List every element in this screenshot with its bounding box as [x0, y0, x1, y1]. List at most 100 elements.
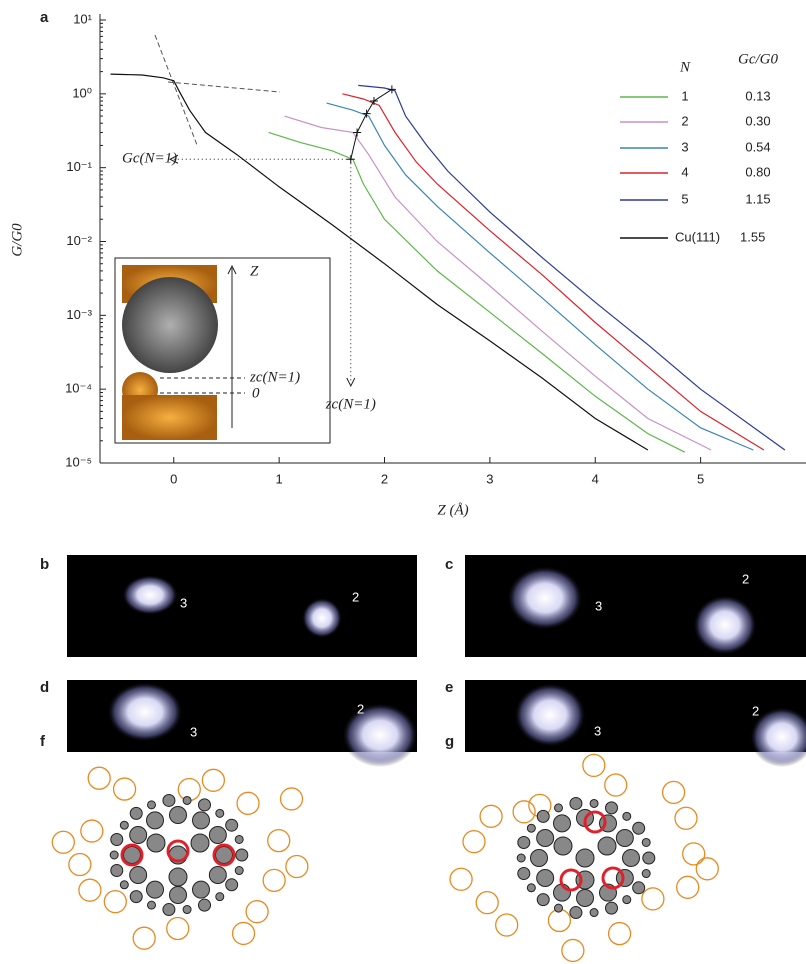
carbon-atom — [182, 905, 192, 915]
contact-cross — [387, 85, 396, 94]
carbon-atom — [198, 898, 212, 912]
x-tick-label: 5 — [697, 471, 704, 486]
panel-label: c — [445, 556, 453, 573]
substrate-atom — [236, 791, 260, 815]
substrate-atom — [78, 878, 102, 902]
molecule-number: 3 — [180, 595, 187, 610]
x-tick-label: 1 — [276, 471, 283, 486]
substrate-atom — [676, 875, 700, 899]
substrate-atom — [80, 819, 104, 843]
molecule-number: 3 — [190, 724, 197, 739]
carbon-atom — [622, 849, 640, 867]
carbon-atom — [553, 903, 563, 913]
contact-atom — [559, 868, 583, 892]
carbon-atom — [110, 864, 124, 878]
inset-label: 0 — [252, 385, 260, 401]
contact-atom — [120, 843, 144, 867]
panel-label: b — [40, 556, 49, 573]
molecule-blob — [507, 566, 583, 630]
carbon-atom — [129, 826, 148, 844]
legend-value: 1.15 — [745, 191, 770, 206]
y-tick-label: 10⁻² — [66, 233, 92, 248]
substrate-atom — [479, 804, 503, 828]
legend-label: 4 — [681, 164, 688, 179]
panel-label: d — [40, 679, 49, 696]
carbon-atom — [119, 880, 129, 890]
carbon-atom — [641, 869, 651, 879]
carbon-atom — [536, 893, 550, 907]
carbon-atom — [215, 808, 225, 818]
carbon-atom — [632, 881, 646, 895]
carbon-atom — [234, 834, 244, 844]
substrate-atom — [87, 766, 111, 790]
substrate-atom — [547, 908, 572, 933]
panel-label: a — [40, 9, 49, 26]
carbon-atom — [169, 806, 187, 824]
carbon-atom — [576, 889, 594, 907]
carbon-atom — [516, 853, 526, 863]
carbon-atom — [215, 846, 233, 864]
carbon-atom — [575, 848, 595, 868]
y-tick-label: 10⁻⁵ — [65, 454, 92, 469]
substrate-atom — [682, 842, 706, 866]
annotation: Gc(N=1) — [122, 151, 177, 167]
carbon-atom — [632, 821, 646, 835]
substrate-atom — [582, 753, 606, 778]
carbon-atom — [517, 867, 531, 881]
substrate-atom — [607, 921, 632, 946]
molecule-blob — [107, 682, 183, 742]
contact-atom — [601, 866, 625, 890]
molecule-blob — [693, 595, 757, 655]
molecule-blob — [122, 575, 178, 615]
carbon-atom — [615, 869, 634, 887]
carbon-atom — [526, 823, 536, 833]
carbon-atom — [129, 806, 143, 820]
carbon-atom — [569, 906, 583, 920]
carbon-atom — [235, 848, 249, 862]
substrate-atom — [661, 780, 686, 805]
carbon-atom — [225, 878, 239, 892]
x-tick-label: 2 — [381, 471, 388, 486]
carbon-atom — [553, 836, 573, 856]
legend-value: 0.30 — [745, 113, 770, 128]
molecule-number: 2 — [357, 701, 364, 716]
carbon-atom — [110, 832, 124, 846]
substrate-atom — [231, 921, 256, 946]
substrate-atom — [103, 890, 127, 914]
series-line — [268, 131, 686, 453]
inset: Zzc(N=1)0 — [114, 257, 331, 444]
y-tick-label: 10⁰ — [72, 85, 92, 100]
molecule-blob — [750, 707, 806, 767]
series-line — [110, 73, 649, 451]
molecule-number: 3 — [594, 723, 601, 738]
legend-label: 3 — [681, 139, 688, 154]
carbon-atom — [109, 850, 119, 860]
carbon-atom — [119, 820, 129, 830]
carbon-atom — [192, 811, 210, 830]
carbon-atom — [526, 883, 536, 893]
substrate-atom — [475, 891, 499, 915]
legend-label: 2 — [681, 113, 688, 128]
molecule-number: 3 — [595, 598, 602, 613]
legend-value: 0.54 — [745, 139, 770, 154]
carbon-atom — [553, 814, 571, 833]
contact-atom — [212, 843, 236, 867]
carbon-atom — [215, 892, 225, 902]
substrate-atom — [695, 857, 719, 881]
legend-value: 0.13 — [745, 88, 770, 103]
x-tick-label: 3 — [486, 471, 493, 486]
contact-curve — [350, 88, 393, 160]
legend-value: 0.80 — [745, 164, 770, 179]
substrate-atom — [604, 773, 628, 797]
y-tick-label: 10⁻³ — [66, 307, 92, 322]
y-tick-label: 10⁻⁴ — [65, 381, 92, 396]
substrate-atom — [285, 854, 309, 879]
guide — [167, 81, 281, 93]
carbon-atom — [190, 833, 210, 853]
contact-atom — [583, 810, 607, 834]
carbon-atom — [605, 901, 619, 915]
carbon-atom — [123, 846, 141, 864]
legend-header: N — [679, 59, 691, 75]
carbon-atom — [146, 833, 166, 853]
